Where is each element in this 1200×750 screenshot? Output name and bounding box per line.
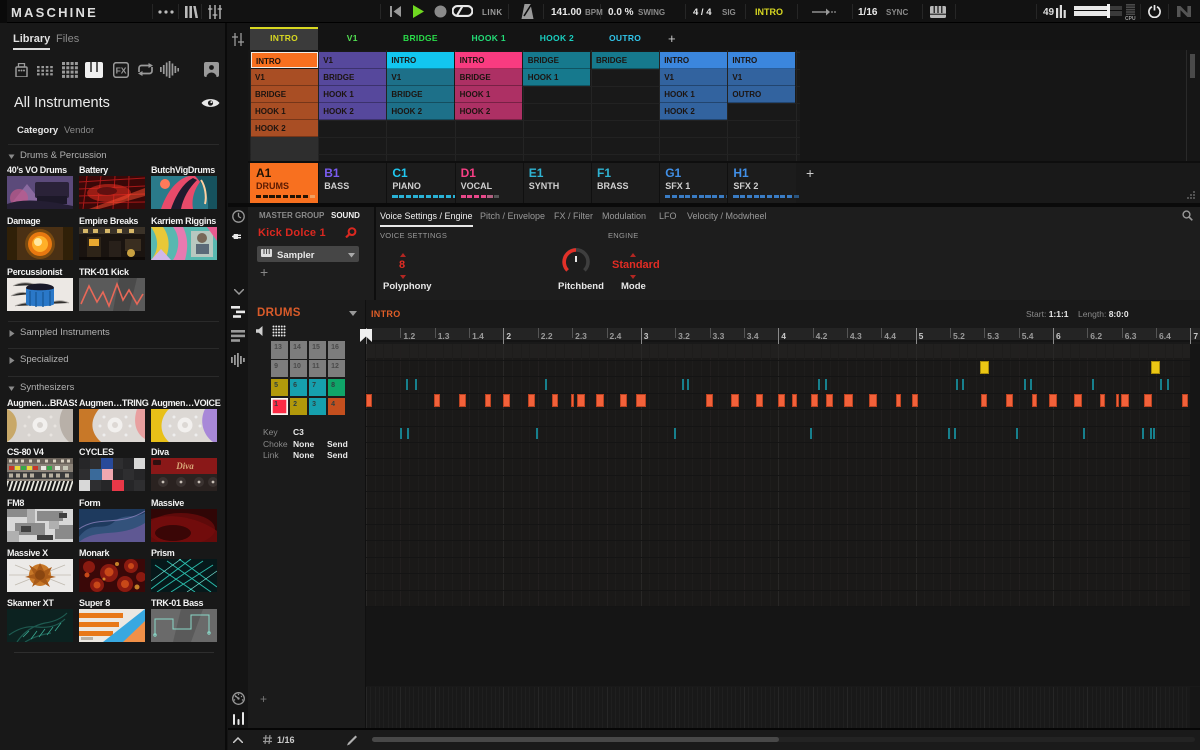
svg-text:FX: FX [116,66,127,76]
svg-text:Diva: Diva [175,461,194,471]
